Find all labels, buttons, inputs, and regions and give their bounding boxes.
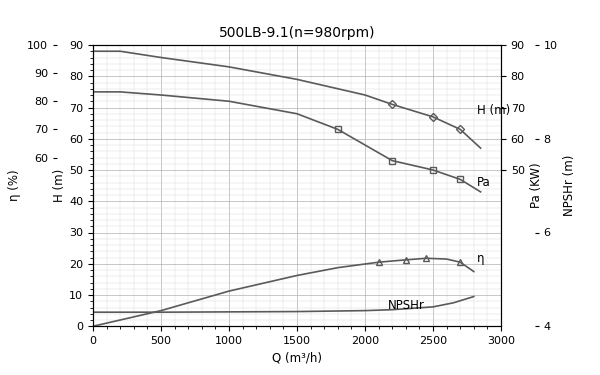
Text: Pa: Pa [476, 176, 490, 189]
Title: 500LB-9.1(n=980rpm): 500LB-9.1(n=980rpm) [219, 26, 375, 40]
Y-axis label: Pa (KW): Pa (KW) [530, 163, 544, 209]
Y-axis label: η (%): η (%) [8, 170, 22, 201]
X-axis label: Q (m³/h): Q (m³/h) [272, 351, 322, 364]
Text: η: η [476, 252, 484, 265]
Text: H (m): H (m) [476, 104, 510, 117]
Y-axis label: NPSHr (m): NPSHr (m) [563, 155, 576, 216]
Text: NPSHr: NPSHr [388, 299, 425, 312]
Y-axis label: H (m): H (m) [53, 169, 67, 202]
